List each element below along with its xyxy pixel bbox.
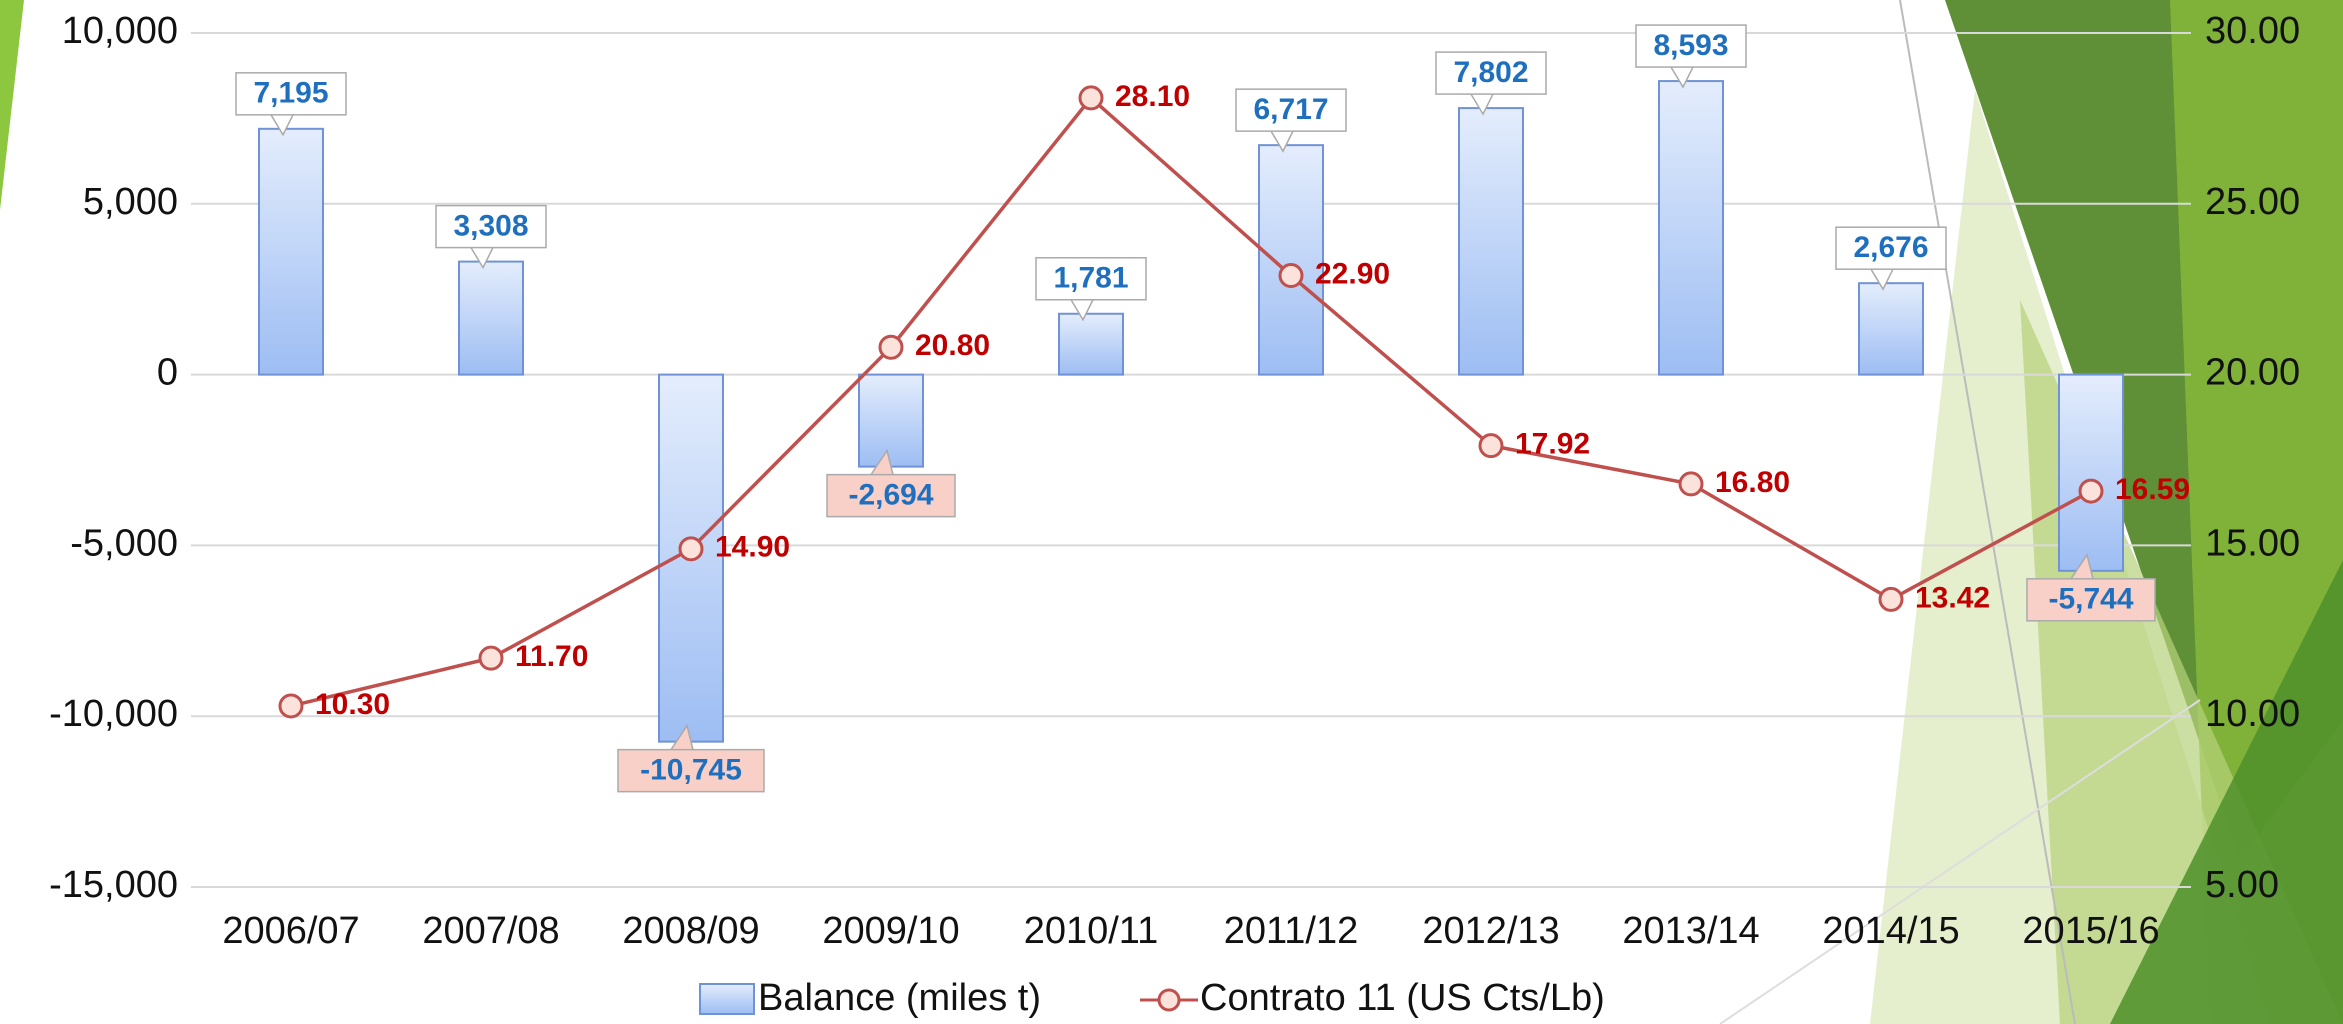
data-label: 16.80 <box>1715 466 1790 499</box>
data-label: 28.10 <box>1115 80 1190 113</box>
y2-tick-label: 15.00 <box>2205 522 2300 564</box>
x-tick-label: 2014/15 <box>1822 910 1959 952</box>
y-tick-label: -10,000 <box>49 693 178 735</box>
y2-tick-label: 30.00 <box>2205 10 2300 52</box>
data-label: 3,308 <box>453 210 528 243</box>
y-tick-label: 10,000 <box>62 10 178 52</box>
y2-tick-label: 20.00 <box>2205 352 2300 394</box>
bar <box>459 262 523 375</box>
legend-label: Balance (miles t) <box>758 977 1041 1019</box>
data-label: 6,717 <box>1253 93 1328 126</box>
x-tick-label: 2011/12 <box>1224 910 1359 952</box>
y2-tick-label: 10.00 <box>2205 693 2300 735</box>
x-tick-label: 2013/14 <box>1622 910 1759 952</box>
data-label: -5,744 <box>2048 583 2133 616</box>
y2-tick-label: 5.00 <box>2205 864 2279 906</box>
chart: -15,000 -10,000 -5,000 0 5,000 10,000 5.00 10.0… <box>0 0 2343 1024</box>
line-marker <box>1280 265 1302 287</box>
bar <box>1659 81 1723 375</box>
line-marker <box>680 538 702 560</box>
data-label: 17.92 <box>1515 428 1590 461</box>
decoration <box>0 0 2343 1024</box>
y-tick-label: 5,000 <box>83 181 178 223</box>
bar <box>1459 108 1523 375</box>
legend-swatch <box>1159 990 1179 1010</box>
x-tick-label: 2009/10 <box>822 910 959 952</box>
data-label: 20.80 <box>915 329 990 362</box>
legend-swatch <box>700 984 754 1014</box>
legend-label: Contrato 11 (US Cts/Lb) <box>1200 977 1605 1019</box>
x-tick-label: 2015/16 <box>2022 910 2159 952</box>
data-label: 11.70 <box>515 640 588 673</box>
line-marker <box>880 336 902 358</box>
line-marker <box>1080 87 1102 109</box>
data-label: -10,745 <box>640 754 742 787</box>
line-marker <box>2080 480 2102 502</box>
y-tick-label: -5,000 <box>70 522 178 564</box>
line-marker <box>1880 588 1902 610</box>
data-label: 14.90 <box>715 531 790 564</box>
data-label: 2,676 <box>1853 231 1928 264</box>
page: -15,000 -10,000 -5,000 0 5,000 10,000 5.00 10.0… <box>0 0 2343 1024</box>
line-marker <box>1480 435 1502 457</box>
data-label: 7,195 <box>253 77 328 110</box>
line <box>291 98 2091 706</box>
bar <box>259 129 323 375</box>
data-label: 8,593 <box>1653 29 1728 62</box>
x-tick-label: 2010/11 <box>1024 910 1159 952</box>
line-marker <box>280 695 302 717</box>
data-label: 7,802 <box>1453 56 1528 89</box>
data-label: 16.59 <box>2115 473 2190 506</box>
bar <box>859 375 923 467</box>
y-tick-label: -15,000 <box>49 864 178 906</box>
bar <box>1859 283 1923 374</box>
bar <box>1059 314 1123 375</box>
y2-tick-label: 25.00 <box>2205 181 2300 223</box>
x-tick-label: 2007/08 <box>422 910 559 952</box>
data-label: -2,694 <box>848 479 933 512</box>
data-label: 10.30 <box>315 688 390 721</box>
line-marker <box>480 647 502 669</box>
data-label: 22.90 <box>1315 257 1390 290</box>
x-tick-label: 2012/13 <box>1422 910 1559 952</box>
y-tick-label: 0 <box>157 352 178 394</box>
bar <box>1259 145 1323 374</box>
x-tick-label: 2008/09 <box>622 910 759 952</box>
data-label: 13.42 <box>1915 581 1990 614</box>
bar <box>2059 375 2123 571</box>
data-label: 1,781 <box>1053 262 1128 295</box>
legend: Balance (miles t) Contrato 11 (US Cts/Lb… <box>700 977 1605 1019</box>
line-marker <box>1680 473 1702 495</box>
x-tick-label: 2006/07 <box>222 910 359 952</box>
